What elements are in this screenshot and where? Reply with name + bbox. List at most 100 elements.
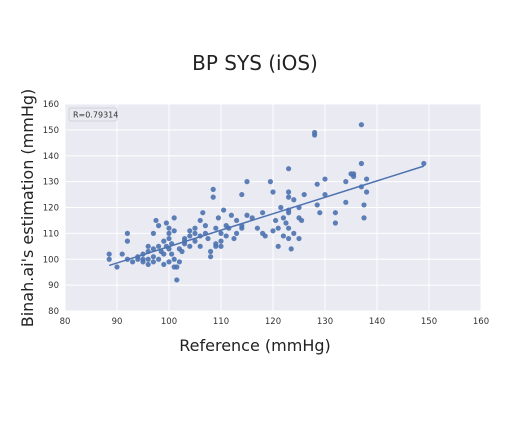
y-axis-label: Binah.ai's estimation (mmHg) — [18, 89, 37, 328]
data-point — [192, 238, 198, 244]
data-point — [106, 256, 112, 262]
x-tick-label: 80 — [60, 317, 71, 327]
data-point — [299, 217, 305, 224]
data-point — [163, 220, 169, 226]
x-tick-label: 110 — [213, 317, 229, 327]
data-point — [218, 238, 224, 244]
data-point — [150, 246, 156, 252]
data-point — [301, 191, 307, 198]
data-point — [187, 228, 193, 234]
data-point — [358, 160, 364, 167]
data-point — [200, 210, 206, 216]
data-point — [166, 259, 172, 265]
data-point — [273, 217, 279, 224]
data-point — [234, 230, 240, 236]
y-tick-label: 80 — [48, 307, 59, 317]
data-point — [275, 243, 281, 249]
x-tick-label: 140 — [369, 317, 385, 327]
data-point — [317, 210, 323, 216]
data-point — [210, 186, 216, 192]
data-point — [286, 194, 292, 200]
data-point — [208, 248, 214, 255]
data-point — [291, 230, 297, 236]
regression — [108, 165, 425, 267]
data-point — [161, 261, 167, 268]
data-point — [231, 235, 237, 242]
y-tick-label: 130 — [43, 178, 59, 188]
x-tick-label: 130 — [317, 317, 333, 327]
data-point — [270, 189, 276, 195]
data-point — [244, 212, 250, 218]
data-point — [161, 238, 167, 244]
data-point — [286, 225, 292, 231]
data-point — [218, 230, 224, 236]
regression-line — [108, 165, 425, 267]
data-point — [150, 259, 156, 265]
data-point — [275, 225, 281, 231]
data-point — [153, 217, 159, 224]
data-point — [145, 261, 151, 268]
data-point — [343, 199, 349, 205]
data-point — [130, 259, 136, 265]
data-point — [244, 179, 250, 185]
data-point — [254, 225, 260, 231]
data-point — [239, 225, 245, 231]
data-point — [176, 259, 182, 265]
y-tick-labels: 80 90 100 110 120 130 140 150 160 — [43, 100, 59, 317]
data-point — [119, 251, 125, 257]
y-tick-label: 120 — [43, 204, 59, 214]
data-point — [221, 207, 227, 213]
data-point — [192, 230, 198, 236]
data-point — [215, 215, 221, 221]
data-point — [314, 202, 320, 208]
data-point — [262, 233, 268, 239]
r-value-box-frame — [68, 107, 118, 122]
data-point — [218, 243, 224, 249]
data-point — [322, 176, 328, 182]
data-point — [187, 233, 193, 239]
data-point — [166, 225, 172, 231]
data-point — [351, 171, 357, 177]
data-point — [166, 235, 172, 242]
data-point — [288, 246, 294, 252]
r-value-box: R=0.79314 — [68, 107, 118, 122]
data-point — [291, 197, 297, 203]
x-tick-label: 100 — [161, 317, 177, 327]
data-point — [213, 225, 219, 231]
data-point — [332, 220, 338, 226]
data-point — [202, 223, 208, 229]
data-point — [286, 166, 292, 172]
data-point — [124, 230, 130, 236]
data-point — [114, 264, 120, 270]
data-point — [197, 217, 203, 224]
data-point — [169, 251, 175, 257]
data-point — [361, 215, 367, 221]
data-point — [364, 176, 370, 182]
data-point — [166, 230, 172, 236]
data-point — [223, 233, 229, 239]
data-point — [286, 189, 292, 195]
data-point — [150, 230, 156, 236]
x-axis-label: Reference (mmHg) — [179, 336, 331, 355]
y-tick-label: 100 — [43, 255, 59, 265]
data-point — [280, 215, 286, 221]
data-point — [278, 204, 284, 211]
data-point — [106, 251, 112, 257]
data-point — [332, 210, 338, 216]
data-point — [171, 228, 177, 234]
data-point — [421, 160, 427, 167]
data-point — [364, 189, 370, 195]
data-point — [343, 179, 349, 185]
data-point — [213, 243, 219, 249]
data-point — [171, 256, 177, 262]
data-point — [174, 277, 180, 283]
data-point — [296, 235, 302, 242]
y-tick-label: 90 — [48, 281, 59, 291]
data-point — [156, 256, 162, 262]
data-point — [179, 248, 185, 255]
grid-lines — [64, 103, 482, 312]
data-point — [286, 235, 292, 242]
data-point — [322, 191, 328, 198]
